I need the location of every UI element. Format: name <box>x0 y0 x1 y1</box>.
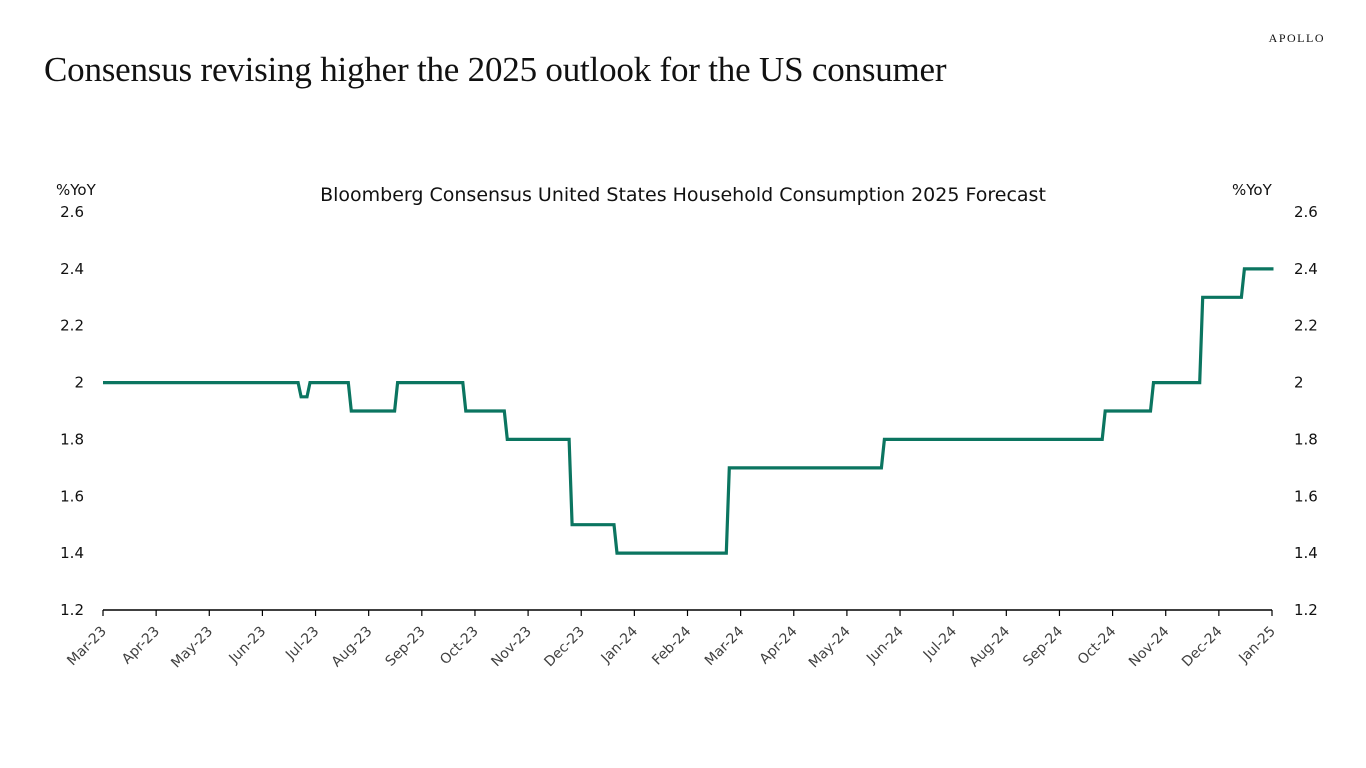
y-axis-left-unit: %YoY <box>56 181 97 199</box>
series-line <box>103 267 1274 555</box>
y-tick-label-left: 2.4 <box>60 260 84 278</box>
x-tick-label: Jan-24 <box>598 623 642 667</box>
x-tick-label: May-23 <box>168 624 216 672</box>
y-tick-label-right: 1.8 <box>1294 430 1318 448</box>
x-tick-label: Oct-24 <box>1075 623 1120 668</box>
x-tick-label: Dec-23 <box>541 624 588 671</box>
x-tick-label: Aug-24 <box>966 623 1013 670</box>
y-tick-label-right: 1.6 <box>1294 487 1318 505</box>
y-tick-label-left: 1.2 <box>60 601 84 619</box>
y-tick-label-right: 2.2 <box>1294 317 1318 335</box>
y-axis-right: 1.2 1.4 1.6 1.8 2 2.2 2.4 2.6 <box>1294 203 1318 619</box>
y-tick-label-right: 1.4 <box>1294 544 1318 562</box>
y-tick-label-left: 2.6 <box>60 203 84 221</box>
brand-logo: APOLLO <box>1268 31 1325 45</box>
y-tick-label-left: 2.2 <box>60 317 84 335</box>
x-tick-label: Nov-24 <box>1126 623 1173 670</box>
x-tick-label: Sep-24 <box>1020 623 1066 669</box>
x-tick-label: Jun-23 <box>226 624 270 668</box>
x-tick-label: Feb-24 <box>649 623 694 668</box>
y-tick-label-left: 2 <box>74 374 84 392</box>
series-group <box>103 267 1274 555</box>
y-axis-left: 1.2 1.4 1.6 1.8 2 2.2 2.4 2.6 <box>60 203 84 619</box>
x-tick-label: Mar-23 <box>64 624 110 670</box>
x-tick-label: Sep-23 <box>382 624 428 670</box>
x-tick-label: Nov-23 <box>488 624 535 671</box>
x-tick-label: Dec-24 <box>1179 623 1226 670</box>
x-tick-label: Oct-23 <box>437 624 482 669</box>
x-tick-label: Jun-24 <box>863 623 907 667</box>
y-tick-label-right: 2.4 <box>1294 260 1318 278</box>
x-tick-label: Aug-23 <box>329 624 376 671</box>
x-tick-label: Apr-23 <box>119 624 163 668</box>
y-axis-right-unit: %YoY <box>1232 181 1273 199</box>
x-tick-label: Mar-24 <box>702 623 748 669</box>
chart-title: Bloomberg Consensus United States Househ… <box>320 184 1046 206</box>
y-tick-label-left: 1.6 <box>60 487 84 505</box>
x-tick-label: Jul-24 <box>920 623 960 663</box>
page-title: Consensus revising higher the 2025 outlo… <box>44 50 947 89</box>
x-tick-label: May-24 <box>806 623 854 671</box>
y-tick-label-right: 1.2 <box>1294 601 1318 619</box>
y-tick-label-right: 2.6 <box>1294 203 1318 221</box>
x-tick-label: Jul-23 <box>282 624 322 664</box>
y-tick-label-right: 2 <box>1294 374 1304 392</box>
x-axis: Mar-23 Apr-23 May-23 Jun-23 Jul-23 Aug-23 Sep-… <box>64 609 1279 672</box>
x-tick-label: Apr-24 <box>757 623 801 667</box>
y-tick-label-left: 1.4 <box>60 544 84 562</box>
y-tick-label-left: 1.8 <box>60 430 84 448</box>
x-tick-label: Jan-25 <box>1235 624 1278 667</box>
